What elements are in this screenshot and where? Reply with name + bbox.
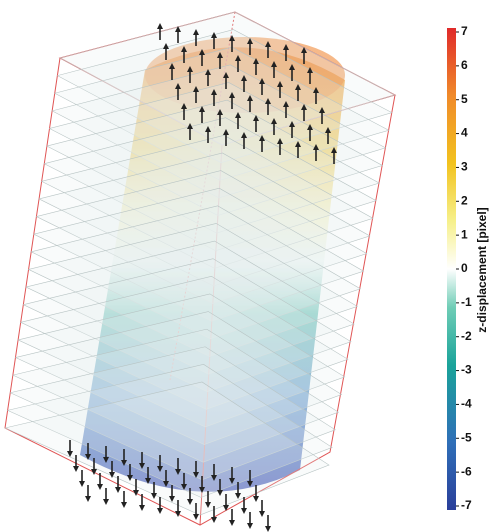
arrow-head [247, 523, 253, 529]
arrow-head [139, 505, 145, 511]
arrow-head [265, 526, 271, 532]
colorbar-tick-label: -4 [461, 397, 472, 411]
colorbar-tick-label: -1 [461, 295, 472, 309]
colorbar-tick-label: 0 [461, 261, 468, 275]
colorbar-tick-label: 6 [461, 58, 468, 72]
colorbar-tick-label: 4 [461, 126, 468, 140]
arrow-head [223, 505, 229, 511]
colorbar-tick-label: 3 [461, 160, 468, 174]
colorbar-tick-label: -3 [461, 363, 472, 377]
arrow-head [121, 502, 127, 508]
colorbar-tick-label: 2 [461, 193, 468, 207]
arrow-head [259, 511, 265, 517]
arrow-head [151, 493, 157, 499]
colorbar-tick-label: -5 [461, 430, 472, 444]
arrow-head [115, 487, 121, 493]
slices [5, 12, 395, 515]
arrow-head [157, 508, 163, 514]
arrow-head [157, 23, 163, 29]
arrow-head [241, 508, 247, 514]
colorbar-tick-label: 7 [461, 24, 468, 38]
arrow-head [229, 520, 235, 526]
arrow-head [175, 511, 181, 517]
arrow-head [103, 499, 109, 505]
colorbar-tick-label: -6 [461, 464, 472, 478]
colorbar-tick-label: -7 [461, 498, 472, 512]
arrow-head [73, 466, 79, 472]
colorbar-tick-label: 5 [461, 92, 468, 106]
colorbar-tick-label: 1 [461, 227, 468, 241]
colorbar [447, 28, 456, 510]
arrow-head [97, 484, 103, 490]
colorbar-tick-label: -2 [461, 329, 472, 343]
arrow-head [79, 481, 85, 487]
arrow-head [91, 469, 97, 475]
colorbar-label: z-displacement [pixel] [475, 207, 489, 332]
arrow-head [253, 496, 259, 502]
arrow-head [211, 517, 217, 523]
arrow-head [133, 490, 139, 496]
arrow-head [85, 496, 91, 502]
figure: z-displacement [pixel] 7 6 5 4 3 2 1 0 -1 -2 -3 -4 -… [0, 0, 492, 532]
arrow-head [193, 514, 199, 520]
